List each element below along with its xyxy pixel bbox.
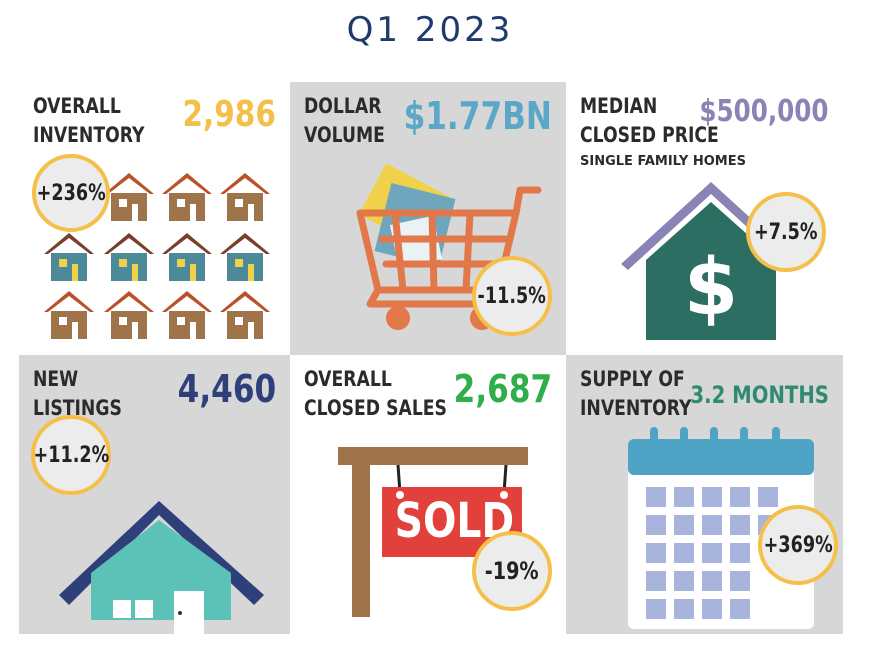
- change-badge: +369%: [758, 505, 838, 585]
- label-line-1: DOLLAR: [304, 94, 382, 118]
- label-line-2: CLOSED PRICE: [580, 123, 719, 147]
- supply-value: 3.2 MONTHS: [690, 381, 829, 409]
- change-value: +7.5%: [754, 219, 818, 245]
- change-badge: +7.5%: [746, 192, 826, 272]
- label-line-1: MEDIAN: [580, 94, 658, 118]
- label-line-1: OVERALL: [304, 367, 392, 391]
- label-line-2: VOLUME: [304, 123, 385, 147]
- card-label: OVERALL INVENTORY: [33, 92, 144, 150]
- label-line-1: NEW: [33, 367, 79, 391]
- house-icon: [59, 501, 264, 634]
- card-subtitle: SINGLE FAMILY HOMES: [580, 154, 746, 169]
- label-line-2: INVENTORY: [580, 396, 692, 420]
- card-overall-closed-sales: OVERALL CLOSED SALES 2,687 SOLD -19%: [290, 355, 566, 634]
- label-line-2: INVENTORY: [33, 123, 145, 147]
- card-dollar-volume: DOLLAR VOLUME $1.77BN -11.5%: [290, 82, 566, 355]
- change-value: +236%: [36, 180, 106, 206]
- card-overall-inventory: OVERALL INVENTORY 2,986: [19, 82, 290, 355]
- label-line-1: SUPPLY OF: [580, 367, 685, 391]
- house-dollar-icon: $: [621, 182, 801, 340]
- change-value: +11.2%: [33, 442, 109, 468]
- change-badge: -11.5%: [472, 256, 552, 336]
- card-new-listings: NEW LISTINGS 4,460 +11.2%: [19, 355, 290, 634]
- median-price-value: $500,000: [699, 94, 829, 129]
- new-listings-value: 4,460: [177, 367, 276, 411]
- closed-sales-value: 2,687: [453, 367, 552, 411]
- change-badge: -19%: [472, 531, 552, 611]
- inventory-value: 2,986: [182, 94, 276, 135]
- stats-grid: OVERALL INVENTORY 2,986: [19, 82, 843, 634]
- label-line-2: CLOSED SALES: [304, 396, 447, 420]
- label-line-1: OVERALL: [33, 94, 121, 118]
- card-median-closed-price: MEDIAN CLOSED PRICE $500,000 SINGLE FAMI…: [566, 82, 843, 355]
- card-label: OVERALL CLOSED SALES: [304, 365, 447, 423]
- card-label: SUPPLY OF INVENTORY: [580, 365, 691, 423]
- change-value: -19%: [485, 557, 539, 585]
- card-label: DOLLAR VOLUME: [304, 92, 385, 150]
- change-badge: +236%: [32, 154, 110, 232]
- page-title: Q1 2023: [346, 10, 514, 50]
- change-value: -11.5%: [477, 283, 547, 309]
- svg-text:$: $: [684, 243, 738, 333]
- card-supply-of-inventory: SUPPLY OF INVENTORY 3.2 MONTHS +: [566, 355, 843, 634]
- change-badge: +11.2%: [31, 415, 111, 495]
- calendar-icon: [628, 427, 814, 629]
- card-label: MEDIAN CLOSED PRICE: [580, 92, 719, 150]
- dollar-volume-value: $1.77BN: [403, 94, 552, 138]
- change-value: +369%: [763, 532, 833, 558]
